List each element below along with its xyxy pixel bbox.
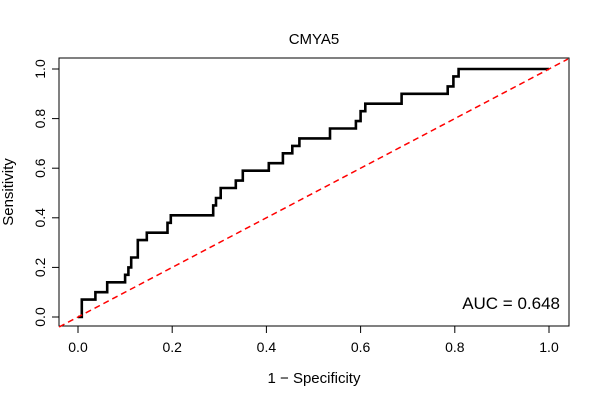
x-tick-label: 1.0 [539,339,559,355]
plot-frame [58,57,570,327]
chart-title: CMYA5 [289,31,340,48]
x-tick-label: 0.2 [162,339,182,355]
x-tick-label: 0.6 [351,339,371,355]
x-axis-label: 1 − Specificity [268,370,361,387]
y-tick-label: 0.4 [32,208,48,228]
x-tick-label: 0.0 [68,339,88,355]
y-tick-label: 0.6 [32,158,48,178]
x-tick-label: 0.8 [445,339,465,355]
series-layer [58,58,569,328]
reference-diagonal-line [58,58,569,328]
auc-annotation: AUC = 0.648 [462,294,560,313]
y-tick-label: 0.0 [32,307,48,327]
y-tick-label: 1.0 [32,59,48,79]
x-axis: 0.0 0.2 0.4 0.6 0.8 1.0 [68,325,559,355]
y-tick-label: 0.2 [32,257,48,277]
roc-curve-line [78,67,549,319]
y-tick-label: 0.8 [32,109,48,129]
x-tick-label: 0.4 [257,339,277,355]
y-axis-label: Sensitivity [0,158,17,226]
y-axis: 0.0 0.2 0.4 0.6 0.8 1.0 [32,59,60,327]
